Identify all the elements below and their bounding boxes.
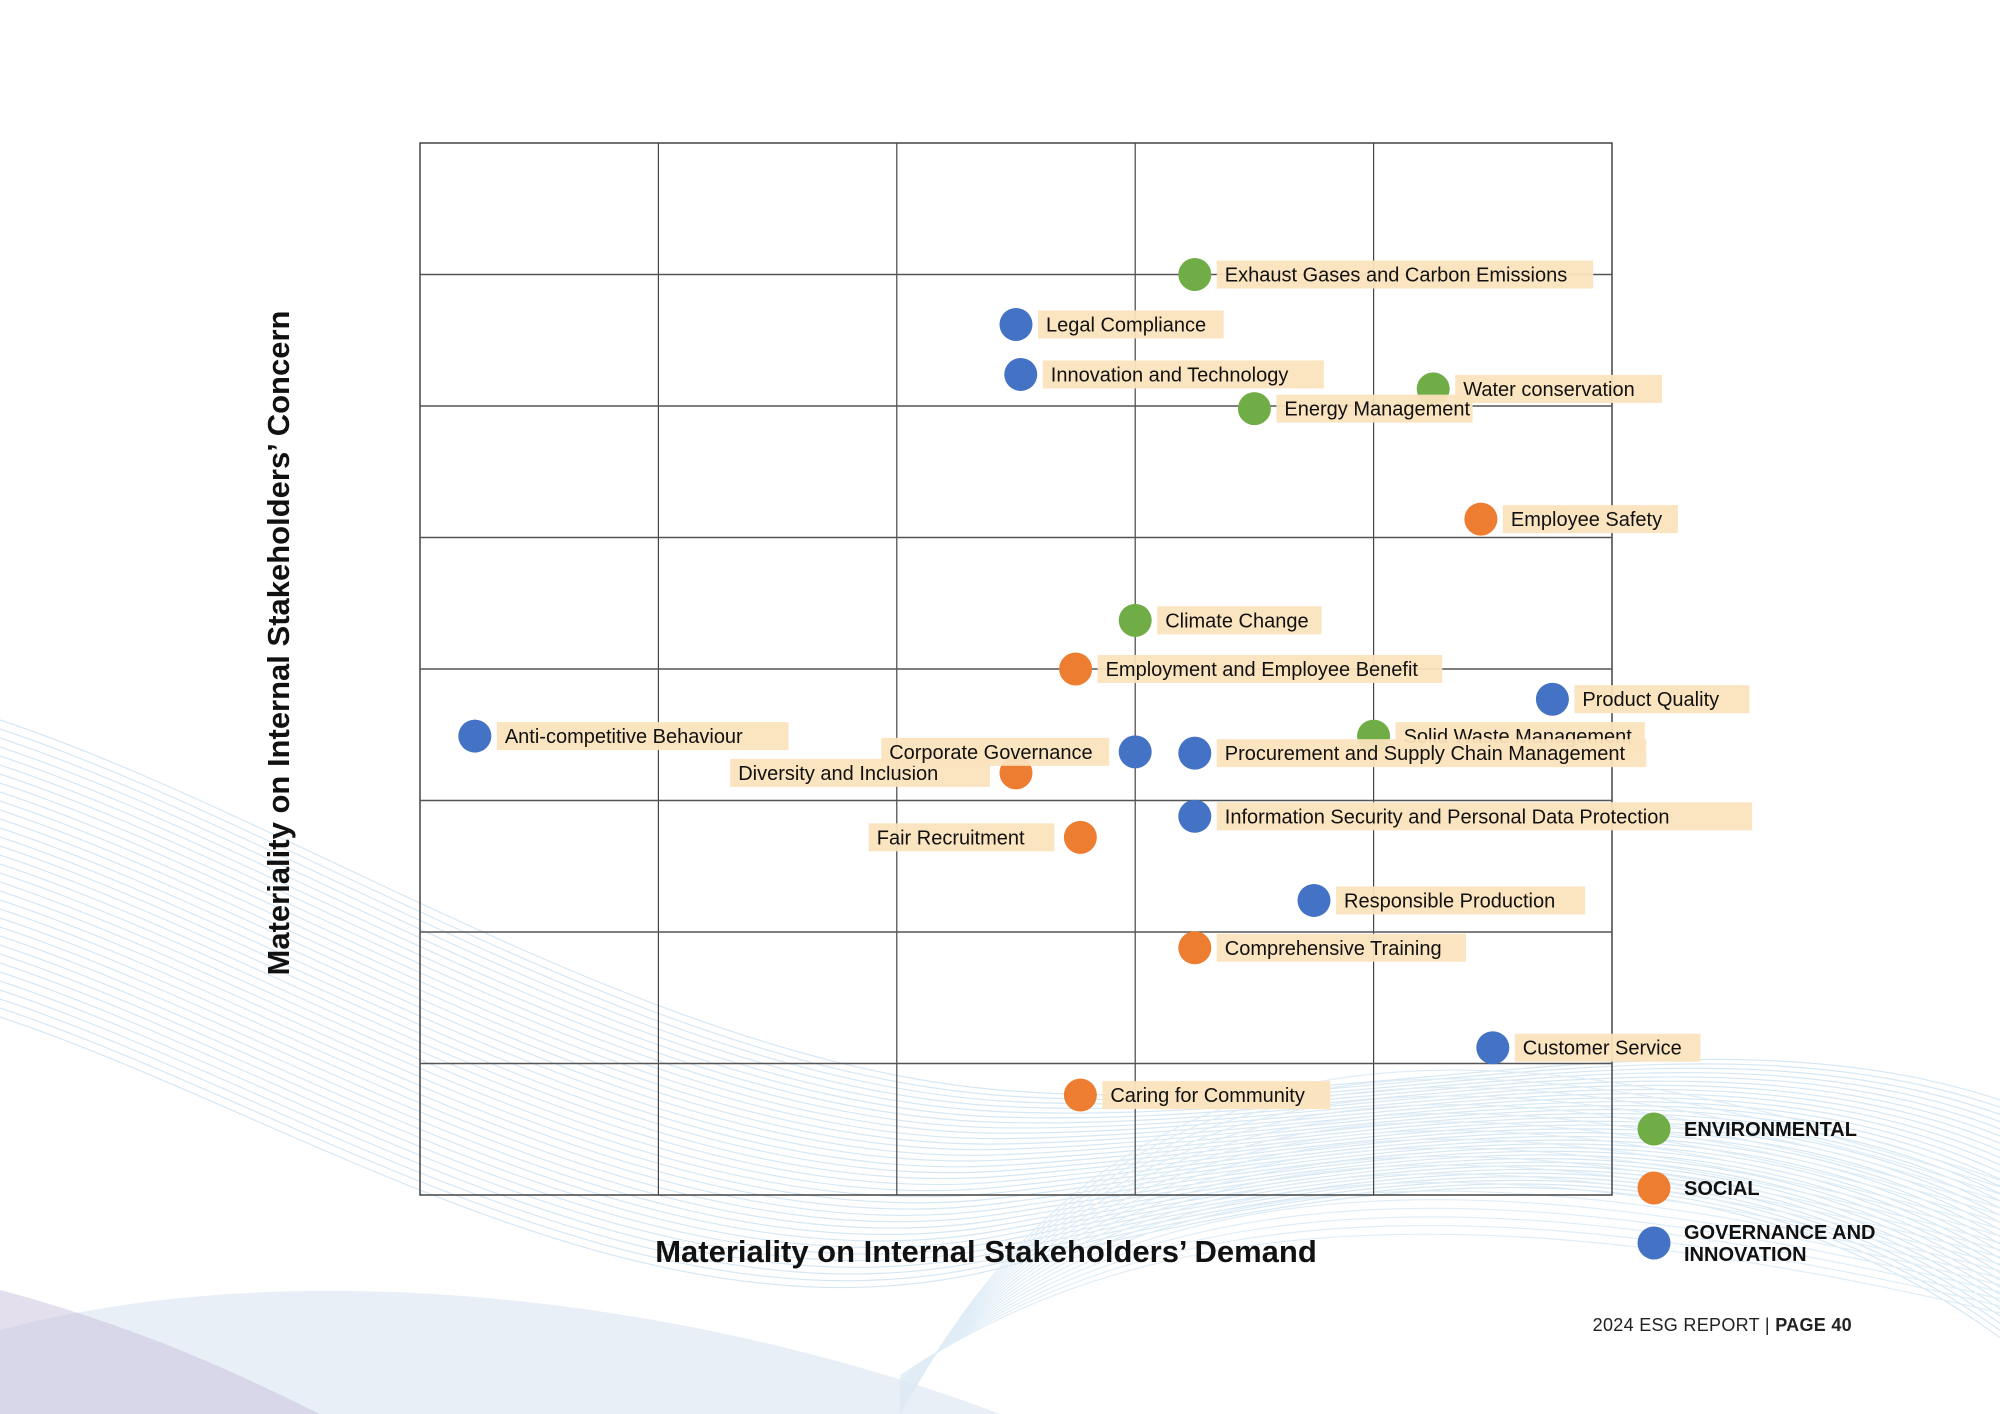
point-label: Innovation and Technology [1051, 364, 1289, 386]
data-point: Information Security and Personal Data P… [1178, 799, 1753, 833]
point-label-bg [1102, 1081, 1331, 1110]
legend-swatch [1637, 1171, 1671, 1205]
page-footer: 2024 ESG REPORT | PAGE 40 [1593, 1315, 1852, 1336]
point-label-bg [1276, 394, 1473, 423]
point-marker [1178, 736, 1212, 770]
point-label: Responsible Production [1344, 890, 1555, 912]
data-point: Corporate Governance [881, 735, 1152, 769]
point-marker [1063, 820, 1097, 854]
point-label: Employment and Employee Benefit [1106, 659, 1419, 681]
legend-item: SOCIAL [1637, 1171, 1760, 1205]
point-label-bg [1157, 606, 1322, 635]
data-point: Comprehensive Training [1178, 931, 1466, 965]
point-marker [1476, 1031, 1510, 1065]
point-label: Energy Management [1284, 399, 1470, 421]
point-label: Information Security and Personal Data P… [1225, 806, 1670, 828]
point-label-bg [1502, 505, 1678, 534]
point-marker [1178, 799, 1212, 833]
point-marker [1063, 1078, 1097, 1112]
point-label-bg [1042, 360, 1324, 389]
point-label: Product Quality [1582, 689, 1719, 711]
point-marker [1464, 502, 1498, 536]
data-point: Customer Service [1476, 1031, 1701, 1065]
data-point: Climate Change [1118, 603, 1322, 637]
point-label: Comprehensive Training [1225, 938, 1442, 960]
data-point: Water conservation [1416, 372, 1662, 406]
point-marker [1297, 883, 1331, 917]
point-marker [1118, 735, 1152, 769]
point-label-bg [1574, 685, 1750, 714]
point-label-bg [1216, 260, 1594, 289]
data-point: Product Quality [1535, 682, 1750, 716]
point-label: Diversity and Inclusion [738, 763, 938, 785]
point-marker [1178, 931, 1212, 965]
data-point: Employment and Employee Benefit [1059, 652, 1443, 686]
report-title: 2024 ESG REPORT [1592, 1315, 1760, 1335]
point-label-bg [868, 823, 1055, 852]
data-point: Innovation and Technology [1004, 357, 1324, 391]
point-marker [1004, 357, 1038, 391]
point-label: Legal Compliance [1046, 314, 1206, 336]
data-point: Anti-competitive Behaviour [458, 719, 789, 753]
page-number: PAGE 40 [1775, 1315, 1852, 1335]
y-axis-title: Materiality on Internal Stakeholders’ Co… [261, 311, 296, 976]
point-marker [1059, 652, 1093, 686]
data-point: Exhaust Gases and Carbon Emissions [1178, 258, 1594, 291]
point-label-bg [1216, 739, 1647, 768]
data-point: Legal Compliance [999, 307, 1224, 341]
point-label: Climate Change [1165, 610, 1308, 632]
legend-label: SOCIAL [1684, 1178, 1760, 1200]
point-label: Exhaust Gases and Carbon Emissions [1225, 265, 1567, 287]
point-label-bg [1336, 886, 1586, 915]
point-label: Corporate Governance [889, 742, 1092, 764]
point-label: Procurement and Supply Chain Management [1225, 743, 1626, 765]
point-label: Employee Safety [1511, 509, 1662, 531]
footer-separator: | [1764, 1315, 1770, 1335]
legend-label: GOVERNANCE AND INNOVATION [1684, 1222, 1876, 1266]
data-point: Fair Recruitment [868, 820, 1097, 854]
point-marker [1237, 392, 1271, 426]
point-marker [1118, 603, 1152, 637]
point-label: Caring for Community [1110, 1085, 1305, 1107]
point-label: Customer Service [1523, 1038, 1682, 1060]
point-marker [999, 307, 1033, 341]
legend-item: ENVIRONMENTAL [1637, 1112, 1857, 1146]
point-label-bg [1455, 374, 1662, 403]
point-label: Anti-competitive Behaviour [505, 726, 743, 748]
legend-swatch [1637, 1112, 1671, 1146]
data-point: Caring for Community [1063, 1078, 1331, 1112]
point-marker [1535, 682, 1569, 716]
legend-item: GOVERNANCE AND INNOVATION [1637, 1222, 1876, 1266]
point-label-bg [1216, 933, 1466, 962]
point-marker [458, 719, 492, 753]
point-label: Water conservation [1463, 379, 1635, 401]
point-label-bg [1514, 1033, 1701, 1062]
data-point: Employee Safety [1464, 502, 1678, 536]
data-point: Energy Management [1237, 392, 1473, 426]
point-label-bg [1097, 655, 1443, 683]
legend-label: ENVIRONMENTAL [1684, 1119, 1857, 1141]
data-point: Responsible Production [1297, 883, 1586, 917]
data-point: Procurement and Supply Chain Management [1178, 736, 1647, 770]
point-marker [1178, 258, 1212, 291]
chart-legend: ENVIRONMENTAL SOCIAL GOVERNANCE AND INNOVAT… [1637, 1112, 1876, 1266]
point-label-bg [881, 737, 1110, 766]
point-label-bg [1216, 802, 1753, 831]
point-label-bg [496, 722, 789, 751]
x-axis-title: Materiality on Internal Stakeholders’ De… [655, 1234, 1317, 1269]
point-label: Fair Recruitment [877, 827, 1025, 849]
point-label-bg [1038, 310, 1224, 339]
legend-swatch [1637, 1226, 1671, 1260]
data-points: Exhaust Gases and Carbon Emissions Water … [458, 258, 1753, 1112]
